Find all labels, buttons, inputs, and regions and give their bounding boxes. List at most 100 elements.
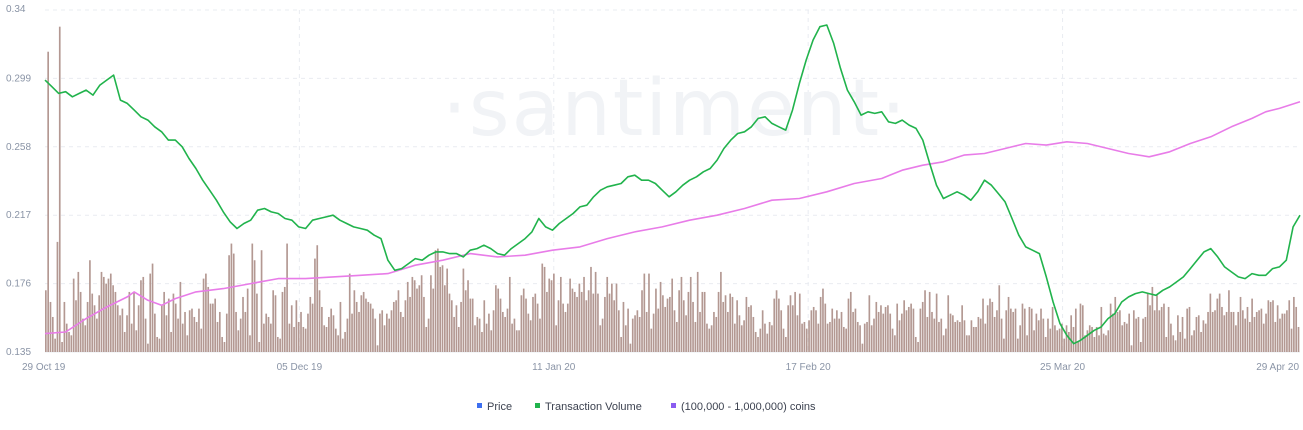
bar xyxy=(392,301,395,352)
bar xyxy=(578,283,581,352)
bar xyxy=(1081,305,1084,352)
bar xyxy=(1026,335,1028,352)
bar xyxy=(492,310,495,352)
bar xyxy=(242,296,244,352)
bar xyxy=(1151,286,1154,352)
x-tick-label: 11 Jan 20 xyxy=(532,362,576,373)
bar xyxy=(1184,338,1186,352)
bar xyxy=(775,290,778,352)
bar xyxy=(713,311,715,352)
bar xyxy=(1265,313,1267,352)
bar xyxy=(207,286,210,352)
bar xyxy=(729,293,731,352)
legend-swatch[interactable] xyxy=(535,403,540,408)
bar xyxy=(965,335,968,352)
bar xyxy=(620,336,622,352)
bar xyxy=(1051,306,1054,352)
bar xyxy=(149,273,152,352)
bar xyxy=(1028,306,1031,352)
bar xyxy=(539,318,541,352)
price-line xyxy=(44,101,1301,335)
bar xyxy=(1005,310,1008,352)
bar xyxy=(901,313,903,352)
bar xyxy=(952,315,954,352)
bar xyxy=(1188,306,1191,352)
bar xyxy=(1179,331,1182,352)
bar xyxy=(564,311,567,352)
x-tick-label: 05 Dec 19 xyxy=(277,362,323,373)
bar xyxy=(982,298,984,352)
bar xyxy=(388,318,390,352)
bar xyxy=(787,305,789,352)
bar xyxy=(399,311,402,352)
legend-label[interactable]: Price xyxy=(487,401,512,413)
bar xyxy=(675,321,678,352)
bar xyxy=(682,300,685,352)
bar xyxy=(216,321,219,352)
bar xyxy=(870,325,873,352)
bar xyxy=(627,308,629,352)
bar xyxy=(309,296,312,352)
bar xyxy=(316,245,319,352)
bar xyxy=(506,308,509,352)
bar xyxy=(624,325,627,352)
bar xyxy=(785,336,787,352)
bar xyxy=(1204,323,1207,352)
bar xyxy=(1107,330,1110,352)
bar xyxy=(557,300,560,352)
bar xyxy=(710,325,713,352)
bar xyxy=(290,305,293,352)
legend-swatch[interactable] xyxy=(671,403,676,408)
bar xyxy=(1286,310,1288,352)
bar xyxy=(147,343,149,352)
bar xyxy=(1269,301,1272,352)
bar xyxy=(894,335,896,352)
bar xyxy=(743,320,745,352)
bar xyxy=(1174,340,1177,352)
bar xyxy=(448,293,451,352)
bar xyxy=(975,326,977,352)
legend-label[interactable]: (100,000 - 1,000,000) coins xyxy=(681,401,816,413)
bar xyxy=(838,318,841,352)
bar xyxy=(970,320,973,352)
bar xyxy=(235,311,237,352)
bar xyxy=(926,316,929,352)
bar xyxy=(325,326,328,352)
bar xyxy=(833,318,836,352)
bar xyxy=(678,290,680,352)
bar xyxy=(1114,296,1117,352)
bar xyxy=(1237,311,1240,352)
bar xyxy=(525,298,527,352)
bar xyxy=(1260,308,1263,352)
bar xyxy=(390,310,393,352)
bar xyxy=(109,273,112,352)
bar xyxy=(167,298,170,352)
bar xyxy=(757,336,759,352)
bar xyxy=(478,318,481,352)
bar xyxy=(717,291,720,352)
bar xyxy=(1156,295,1158,352)
bar xyxy=(1239,296,1242,352)
legend-label[interactable]: Transaction Volume xyxy=(545,401,642,413)
bar xyxy=(993,316,996,352)
bar xyxy=(497,288,500,352)
bar xyxy=(687,291,690,352)
bar xyxy=(1193,330,1195,352)
bar xyxy=(1105,335,1107,352)
legend-swatch[interactable] xyxy=(477,403,482,408)
bar xyxy=(812,306,815,352)
bar xyxy=(1242,310,1244,352)
bar xyxy=(673,310,676,352)
bar xyxy=(761,310,764,352)
bar xyxy=(102,276,105,352)
bar xyxy=(655,288,657,352)
bar xyxy=(346,318,349,352)
bar xyxy=(898,320,901,352)
bar xyxy=(462,268,465,352)
bar xyxy=(232,253,235,352)
bar xyxy=(576,296,578,352)
legend[interactable]: Price Transaction Volume (100,000 - 1,000,… xyxy=(477,401,816,413)
bar xyxy=(1221,306,1223,352)
bar xyxy=(272,290,275,352)
bar xyxy=(896,303,899,352)
